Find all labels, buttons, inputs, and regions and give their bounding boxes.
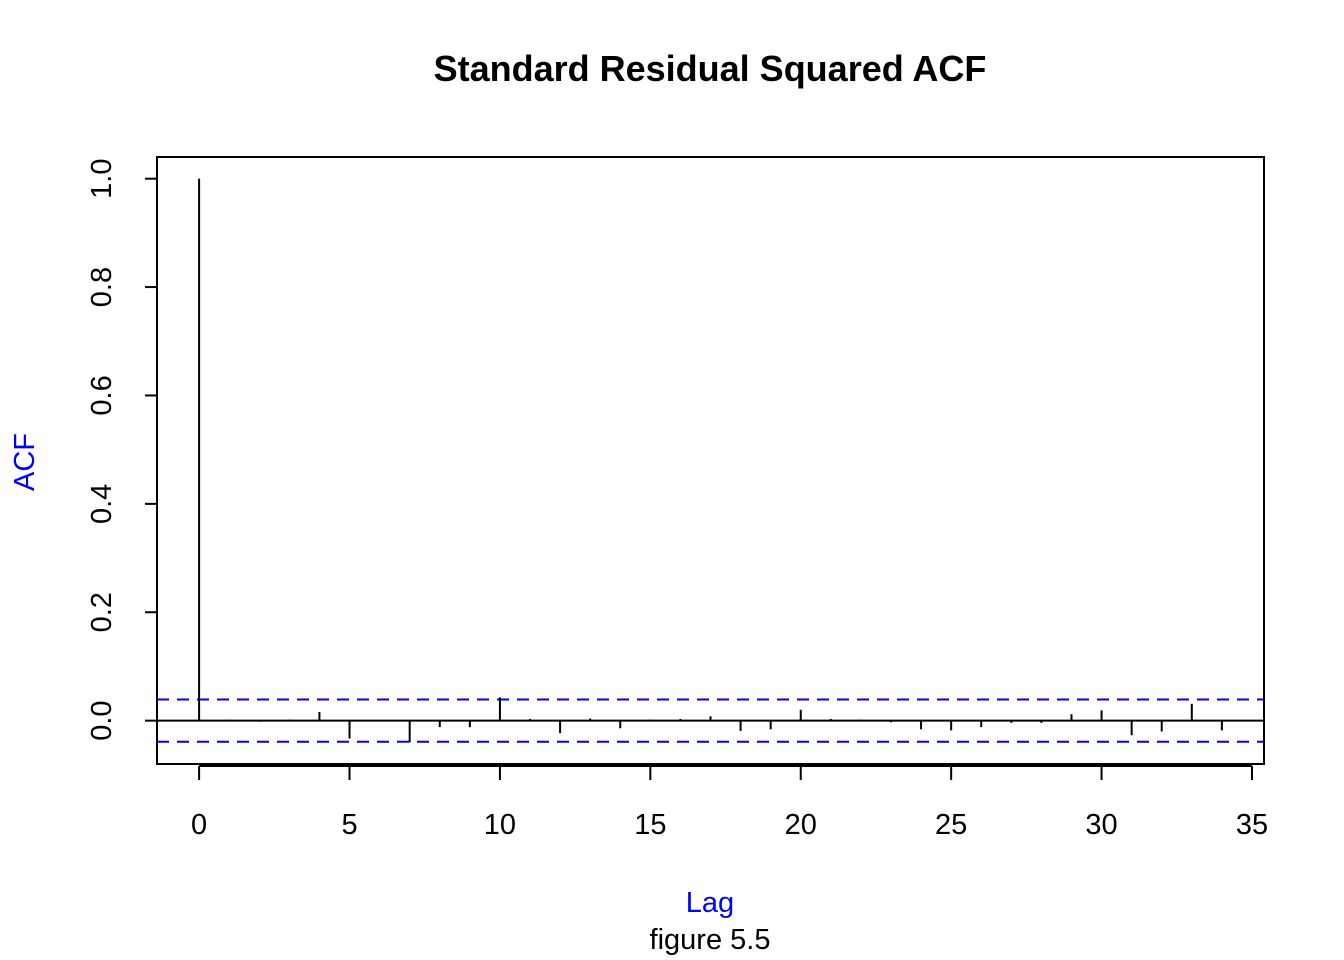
x-tick-label: 5: [341, 809, 357, 841]
figure-caption: figure 5.5: [650, 924, 771, 956]
y-tick-label: 0.8: [86, 267, 118, 307]
x-tick-label: 35: [1236, 809, 1268, 841]
chart-title: Standard Residual Squared ACF: [434, 48, 987, 89]
y-tick-label: 0.0: [86, 700, 118, 740]
plot-frame: [156, 156, 1265, 765]
y-axis-title: ACF: [9, 433, 41, 491]
x-axis-title: Lag: [686, 887, 734, 919]
x-tick-label: 15: [634, 809, 666, 841]
y-tick-label: 0.4: [86, 484, 118, 524]
y-axis: 0.0 0.2 0.4 0.6 0.8 1.0: [86, 159, 157, 741]
x-axis: 0 5 10 15 20 25 30 35: [191, 765, 1268, 841]
y-tick-label: 0.6: [86, 375, 118, 415]
x-tick-label: 25: [935, 809, 967, 841]
acf-spikes: [198, 178, 1223, 743]
y-tick-label: 1.0: [86, 159, 118, 199]
x-tick-label: 30: [1085, 809, 1117, 841]
y-tick-label: 0.2: [86, 592, 118, 632]
x-tick-label: 0: [191, 809, 207, 841]
x-tick-label: 10: [484, 809, 516, 841]
x-tick-label: 20: [785, 809, 817, 841]
